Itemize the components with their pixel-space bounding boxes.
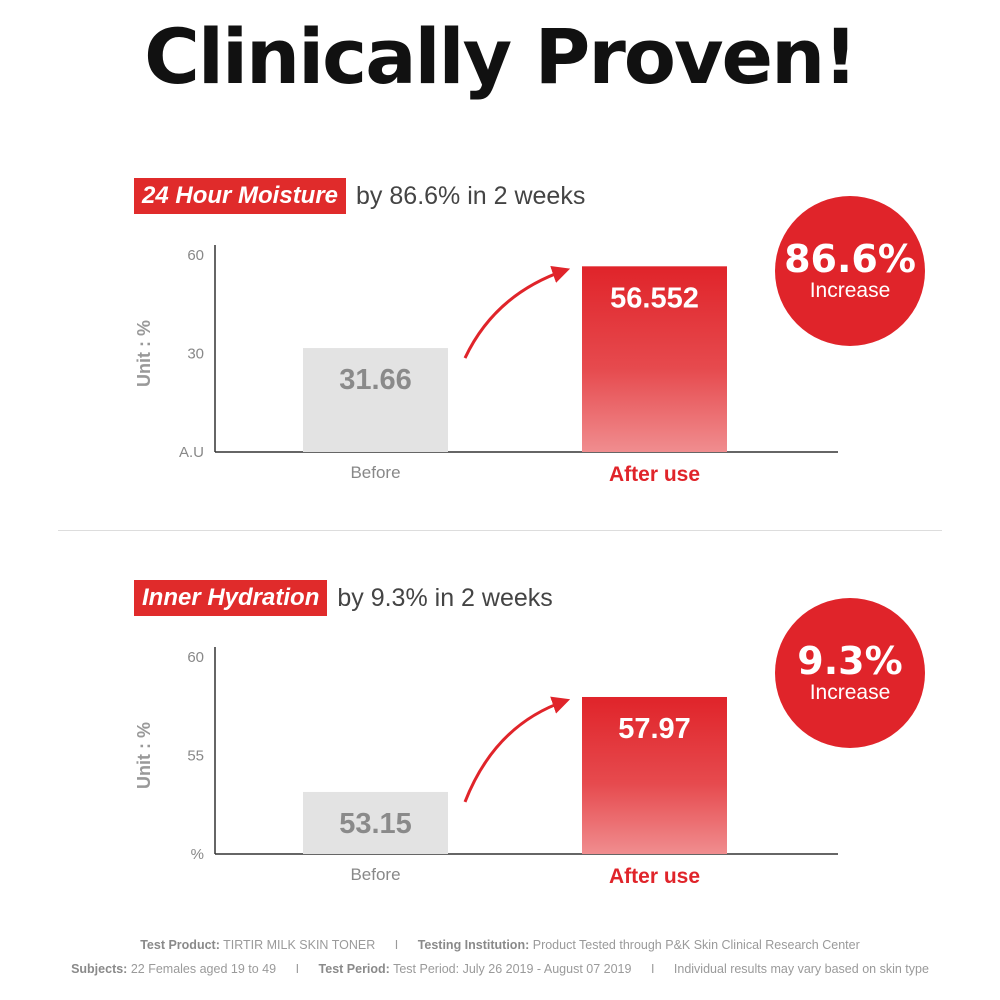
- moisture-heading: 24 Hour Moisture by 86.6% in 2 weeks: [134, 178, 585, 214]
- moisture-panel: A.U 30 60 Unit : % 31.66 Before 56.552 After us…: [0, 168, 1000, 508]
- moisture-increase-badge: 86.6% Increase: [775, 196, 925, 346]
- footer-period-label: Test Period:: [318, 962, 390, 976]
- hydration-bar-value-before: 53.15: [339, 808, 412, 840]
- hydration-bar-value-after: 57.97: [618, 713, 691, 745]
- hydration-increase-arrow: [463, 696, 571, 803]
- hydration-increase-badge: 9.3% Increase: [775, 598, 925, 748]
- footer-separator: I: [650, 962, 655, 976]
- hydration-badge-text: Increase: [809, 681, 891, 704]
- moisture-chart: A.U 30 60 Unit : % 31.66 Before 56.552 After us…: [134, 245, 838, 486]
- moisture-y-tick-label: 30: [187, 346, 204, 363]
- hydration-bar-before: [303, 791, 448, 854]
- hydration-panel: % 55 60 Unit : % 53.15 Before 57.97 After use I…: [0, 570, 1000, 910]
- moisture-category-label-after: After use: [609, 463, 700, 486]
- moisture-y-tick-label: A.U: [179, 444, 204, 461]
- hydration-y-axis-label: Unit : %: [134, 722, 154, 789]
- moisture-y-axis-label: Unit : %: [134, 320, 154, 387]
- footer-period-value: Test Period: July 26 2019 - August 07 20…: [393, 962, 632, 976]
- section-divider: [58, 530, 942, 531]
- moisture-y-tick-label: 60: [187, 247, 204, 264]
- moisture-category-label-before: Before: [350, 463, 400, 482]
- moisture-badge-percent: 86.6%: [784, 237, 916, 281]
- hydration-y-tick-label: %: [191, 846, 204, 863]
- hydration-category-label-after: After use: [609, 865, 700, 888]
- moisture-label-rest: by 86.6% in 2 weeks: [356, 181, 586, 210]
- footer-institution-label: Testing Institution:: [417, 938, 530, 952]
- moisture-increase-arrow: [463, 265, 571, 359]
- footer-separator: I: [295, 962, 300, 976]
- moisture-bar-after: [582, 266, 727, 452]
- hydration-y-tick-label: 60: [187, 649, 204, 666]
- moisture-badge-text: Increase: [809, 279, 891, 302]
- footer-subjects-value: 22 Females aged 19 to 49: [130, 962, 277, 976]
- hydration-chart: % 55 60 Unit : % 53.15 Before 57.97 After use: [134, 647, 838, 888]
- moisture-bar-before: [303, 348, 448, 452]
- hydration-category-label-before: Before: [350, 865, 400, 884]
- hydration-label-box: Inner Hydration: [134, 580, 328, 616]
- hydration-label-rest: by 9.3% in 2 weeks: [337, 583, 553, 612]
- footer-product-label: Test Product:: [140, 938, 220, 952]
- moisture-bar-value-before: 31.66: [339, 364, 412, 396]
- hydration-y-tick-label: 55: [187, 748, 204, 765]
- footer-disclaimer: Individual results may vary based on ski…: [673, 962, 929, 976]
- hydration-badge-percent: 9.3%: [797, 639, 903, 683]
- hydration-heading: Inner Hydration by 9.3% in 2 weeks: [134, 580, 553, 616]
- footer-separator: I: [394, 938, 399, 952]
- footer-line-1: Test Product: TIRTIR MILK SKIN TONER I T…: [0, 938, 1000, 952]
- hydration-bar-after: [582, 696, 727, 854]
- page-title: Clinically Proven!: [144, 12, 858, 101]
- footer-institution-value: Product Tested through P&K Skin Clinical…: [532, 938, 860, 952]
- footer-product-value: TIRTIR MILK SKIN TONER: [223, 938, 376, 952]
- moisture-label-box: 24 Hour Moisture: [134, 178, 347, 214]
- footer-subjects-label: Subjects:: [71, 962, 128, 976]
- moisture-bar-value-after: 56.552: [610, 282, 699, 314]
- footer-line-2: Subjects: 22 Females aged 19 to 49 I Tes…: [0, 962, 1000, 976]
